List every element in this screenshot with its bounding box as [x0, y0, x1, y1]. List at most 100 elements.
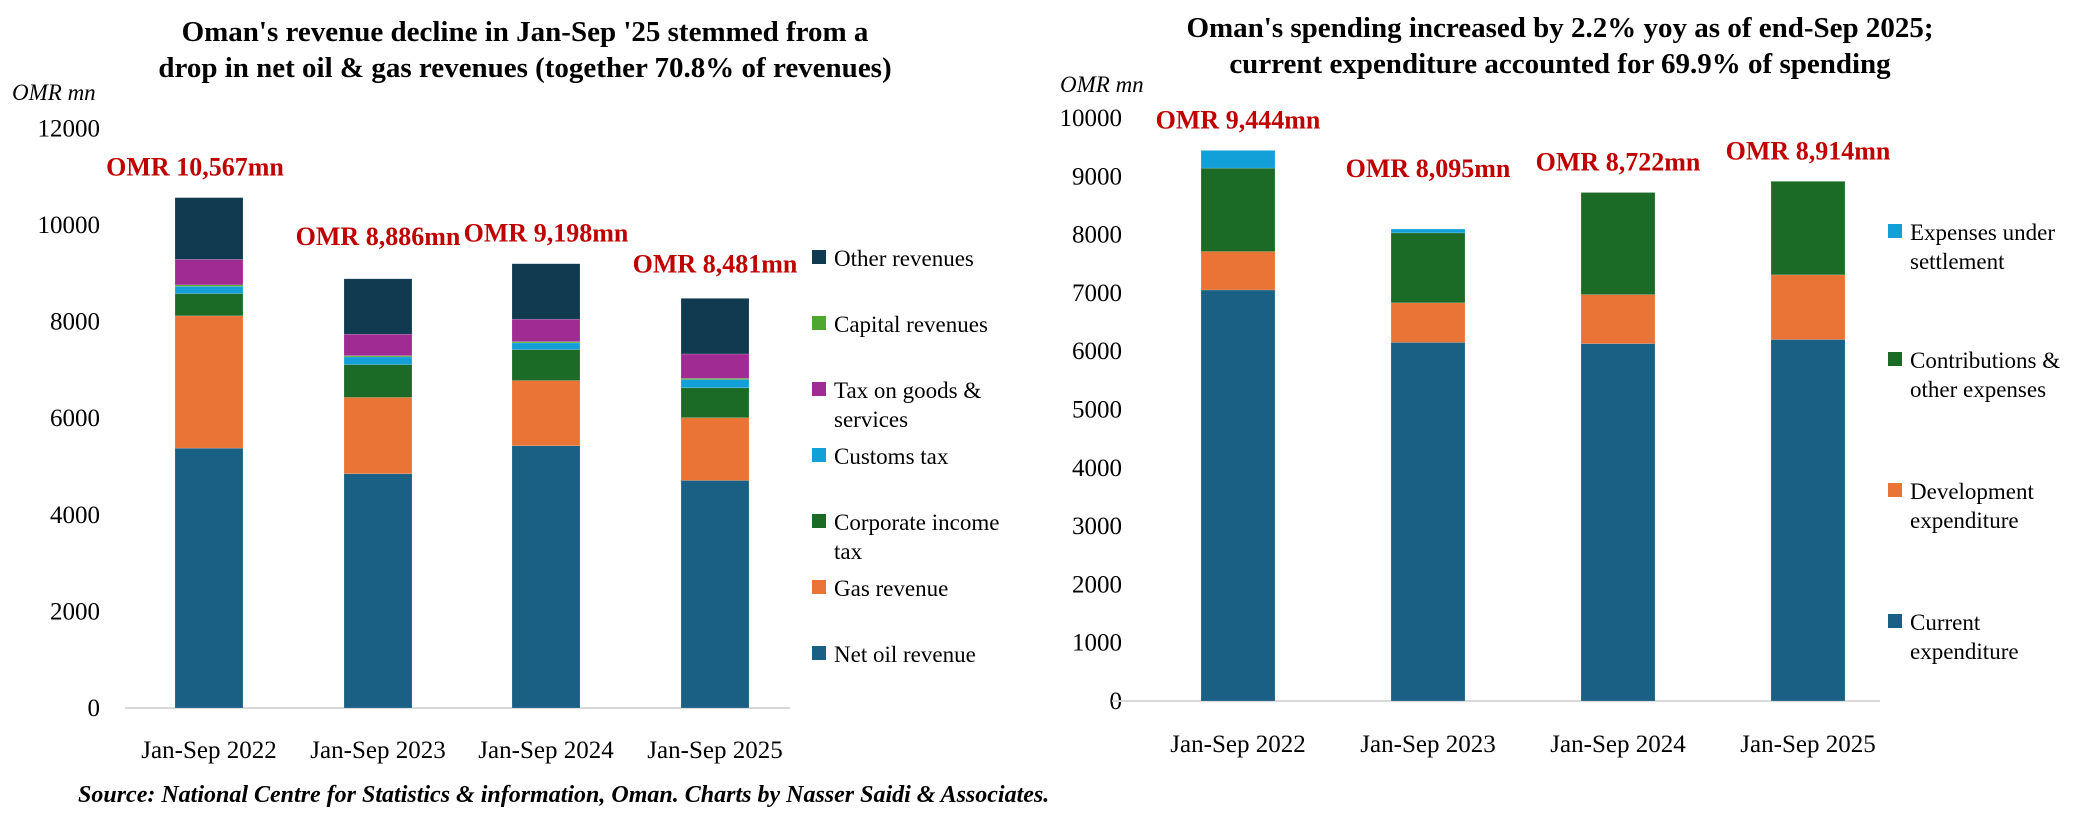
spending-bar-segment-contributions-other-expenses [1580, 192, 1656, 295]
spending-legend-item: Expenses under settlement [1888, 220, 2055, 274]
revenue-bar-segment-tax-on-goods-services [511, 318, 581, 342]
revenue-chart-title-line-1: Oman's revenue decline in Jan-Sep '25 st… [181, 16, 869, 48]
spending-y-tick-label: 2000 [1072, 571, 1122, 598]
revenue-bar-segment-other-revenues [174, 197, 244, 260]
revenue-bar-segment-tax-on-goods-services [343, 333, 413, 356]
revenue-bar-segment-customs-tax [343, 356, 413, 365]
spending-total-label: OMR 9,444mn [1156, 105, 1321, 134]
spending-chart: 0100020003000400050006000700080009000100… [1060, 105, 2061, 758]
revenue-legend-swatch [812, 646, 826, 660]
spending-legend-label: expenditure [1910, 639, 2019, 664]
spending-legend-label: settlement [1910, 249, 2005, 274]
spending-legend-item: Contributions & other expenses [1888, 348, 2060, 402]
spending-bar-segment-development-expenditure [1770, 274, 1846, 340]
revenue-total-label: OMR 8,481mn [633, 249, 798, 278]
spending-legend-swatch [1888, 224, 1902, 238]
revenue-legend-label: Other revenues [834, 246, 974, 271]
revenue-chart-title-line-2: drop in net oil & gas revenues (together… [158, 52, 892, 84]
revenue-y-tick-label: 4000 [50, 502, 100, 529]
revenue-legend-item: Customs tax [812, 444, 949, 469]
revenue-y-tick-label: 6000 [50, 405, 100, 432]
revenue-legend-label: tax [834, 539, 863, 564]
revenue-legend-label: Net oil revenue [834, 642, 976, 667]
revenue-legend-item: Tax on goods & services [812, 378, 981, 432]
revenue-legend-swatch [812, 448, 826, 462]
revenue-total-label: OMR 8,886mn [296, 222, 461, 251]
revenue-bar-segment-gas-revenue [511, 380, 581, 447]
revenue-y-tick-label: 8000 [50, 309, 100, 336]
spending-y-tick-label: 3000 [1072, 513, 1122, 540]
revenue-bar-segment-gas-revenue [680, 417, 750, 481]
revenue-chart-title: Oman's revenue decline in Jan-Sep '25 st… [90, 14, 960, 86]
spending-bar-segment-expenses-under-settlement [1390, 228, 1466, 234]
source-footnote: Source: National Centre for Statistics &… [78, 782, 1050, 808]
spending-legend-label: Contributions & [1910, 348, 2060, 373]
revenue-legend-item: Corporate income tax [812, 510, 999, 564]
spending-x-tick-label: Jan-Sep 2023 [1360, 731, 1495, 758]
spending-legend-label: Expenses under [1910, 220, 2055, 245]
revenue-bar-segment-other-revenues [680, 298, 750, 355]
revenue-total-label: OMR 10,567mn [106, 153, 284, 182]
spending-y-tick-label: 4000 [1072, 455, 1122, 482]
revenue-legend-swatch [812, 316, 826, 330]
spending-chart-title: Oman's spending increased by 2.2% yoy as… [1110, 10, 2010, 82]
spending-bar-segment-current-expenditure [1200, 289, 1276, 702]
spending-bar-segment-contributions-other-expenses [1770, 181, 1846, 276]
revenue-bar-segment-net-oil-revenue [511, 445, 581, 709]
revenue-legend-swatch [812, 580, 826, 594]
revenue-bar-segment-gas-revenue [343, 397, 413, 475]
revenue-legend-label: Gas revenue [834, 576, 948, 601]
spending-chart-title-line-1: Oman's spending increased by 2.2% yoy as… [1186, 12, 1934, 44]
spending-legend-label: other expenses [1910, 377, 2046, 402]
spending-y-tick-label: 8000 [1072, 222, 1122, 249]
revenue-legend-swatch [812, 382, 826, 396]
spending-y-tick-label: 7000 [1072, 280, 1122, 307]
revenue-x-tick-label: Jan-Sep 2023 [310, 737, 445, 764]
revenue-bar-segment-net-oil-revenue [680, 480, 750, 709]
revenue-bar-segment-tax-on-goods-services [680, 353, 750, 379]
spending-bar-segment-current-expenditure [1580, 343, 1656, 702]
spending-bar-segment-development-expenditure [1390, 302, 1466, 343]
spending-y-tick-label: 10000 [1060, 105, 1123, 132]
revenue-bar-segment-customs-tax [511, 342, 581, 350]
spending-bar-segment-development-expenditure [1580, 294, 1656, 344]
spending-legend-item: Development expenditure [1888, 479, 2035, 533]
revenue-x-tick-label: Jan-Sep 2024 [478, 737, 614, 764]
spending-legend-label: Current [1910, 610, 1981, 635]
spending-legend-swatch [1888, 352, 1902, 366]
revenue-legend-item: Gas revenue [812, 576, 948, 601]
spending-legend-label: Development [1910, 479, 2035, 504]
revenue-legend-swatch [812, 514, 826, 528]
spending-bar-segment-development-expenditure [1200, 251, 1276, 291]
revenue-legend-item: Net oil revenue [812, 642, 976, 667]
revenue-bar-segment-net-oil-revenue [174, 447, 244, 709]
spending-x-tick-label: Jan-Sep 2022 [1170, 731, 1305, 758]
spending-legend-item: Current expenditure [1888, 610, 2019, 664]
revenue-y-tick-label: 2000 [50, 598, 100, 625]
spending-y-tick-label: 6000 [1072, 338, 1122, 365]
revenue-bar-segment-other-revenues [511, 263, 581, 320]
revenue-bar-segment-other-revenues [343, 278, 413, 335]
spending-chart-title-line-2: current expenditure accounted for 69.9% … [1229, 48, 1891, 80]
revenue-legend-label: Corporate income [834, 510, 999, 535]
revenue-y-tick-label: 10000 [38, 212, 101, 239]
revenue-legend-swatch [812, 250, 826, 264]
revenue-bar-segment-corporate-income-tax [343, 364, 413, 398]
revenue-bar-segment-customs-tax [174, 286, 244, 294]
revenue-legend-item: Capital revenues [812, 312, 988, 337]
revenue-legend-item: Other revenues [812, 246, 974, 271]
spending-bar-segment-contributions-other-expenses [1200, 167, 1276, 252]
spending-y-tick-label: 9000 [1072, 163, 1122, 190]
spending-total-label: OMR 8,914mn [1726, 136, 1891, 165]
revenue-bar-segment-gas-revenue [174, 315, 244, 449]
spending-y-tick-label: 1000 [1072, 630, 1122, 657]
revenue-legend-label: Customs tax [834, 444, 949, 469]
spending-bar-segment-expenses-under-settlement [1200, 150, 1276, 169]
revenue-bar-segment-tax-on-goods-services [174, 258, 244, 286]
revenue-total-label: OMR 9,198mn [464, 219, 629, 248]
revenue-bar-segment-corporate-income-tax [174, 293, 244, 317]
spending-bar-segment-current-expenditure [1390, 342, 1466, 702]
revenue-legend-label: Tax on goods & [834, 378, 981, 403]
